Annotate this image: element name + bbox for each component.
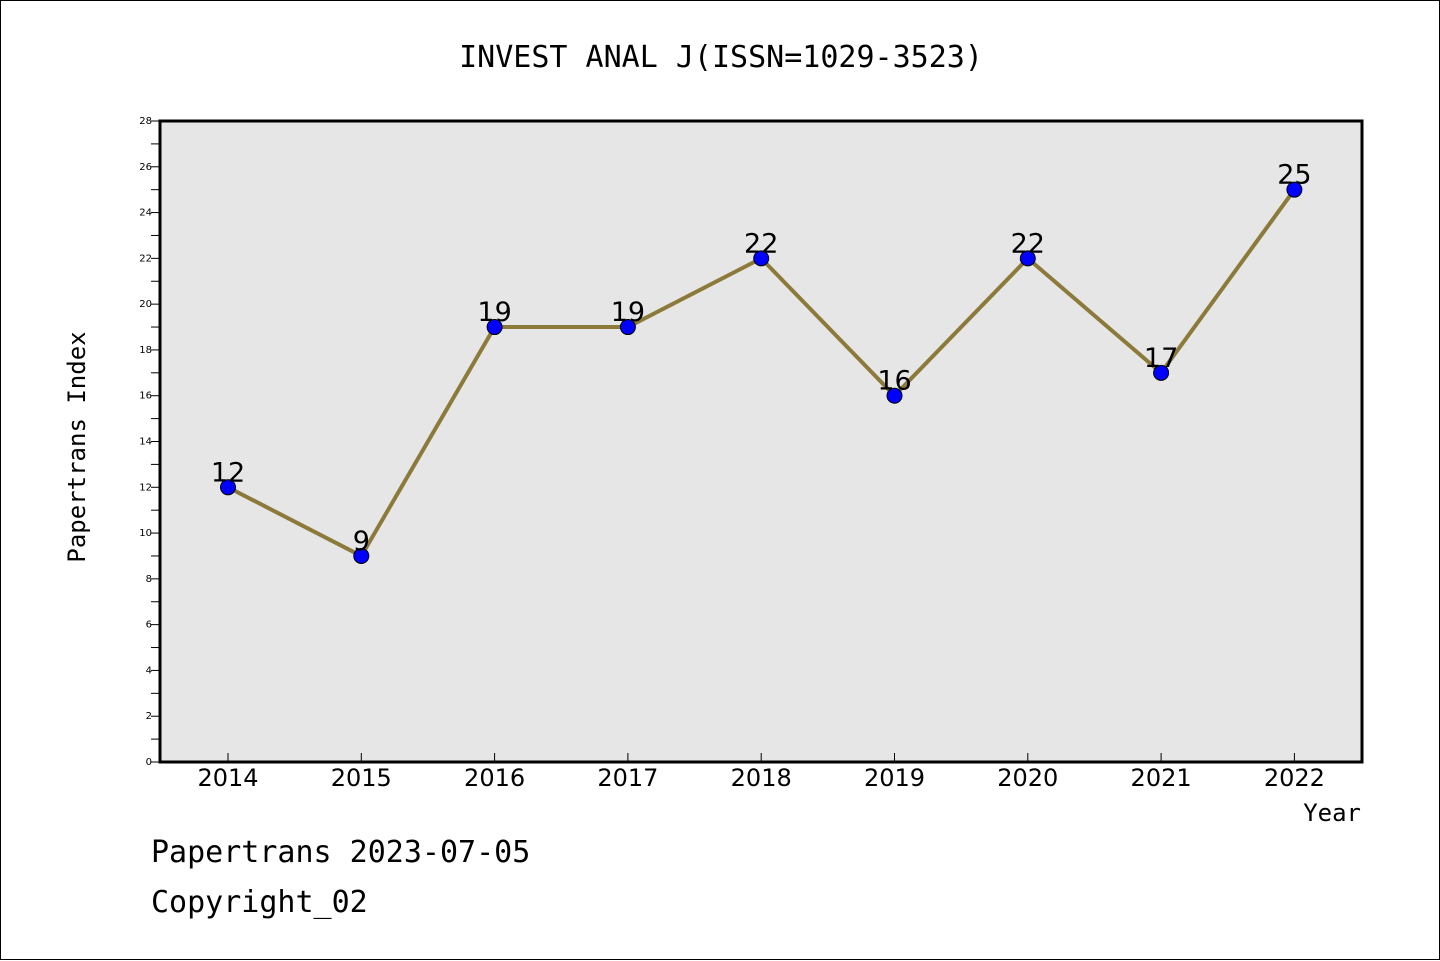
x-tick-label: 2015 <box>331 764 392 792</box>
data-label: 22 <box>744 228 778 259</box>
x-tick-label: 2020 <box>997 764 1058 792</box>
y-tick-label: 26 <box>139 162 152 173</box>
data-point <box>220 479 236 496</box>
x-axis: 2014 2015 2016 2017 2018 2019 2020 2021 2022 <box>197 753 1325 792</box>
data-point <box>886 387 903 404</box>
y-tick-label: 0 <box>146 757 152 768</box>
chart-title: INVEST ANAL J(ISSN=1029-3523) <box>459 40 983 75</box>
x-tick-label: 2021 <box>1131 764 1192 792</box>
x-tick-label: 2019 <box>864 764 925 792</box>
y-tick-label: 22 <box>139 253 152 264</box>
y-tick-label: 24 <box>139 208 152 219</box>
y-tick-label: 6 <box>146 620 152 631</box>
data-point <box>753 250 770 267</box>
x-tick-label: 2022 <box>1264 764 1325 792</box>
data-label: 25 <box>1277 160 1311 191</box>
data-label: 12 <box>211 457 245 488</box>
data-label: 17 <box>1144 343 1178 374</box>
x-axis-label: Year <box>1303 799 1361 827</box>
y-tick-label: 20 <box>139 299 152 310</box>
x-tick-label: 2017 <box>597 764 658 792</box>
data-point <box>1153 364 1170 381</box>
x-tick-label: 2018 <box>731 764 792 792</box>
y-tick-label: 2 <box>146 711 152 722</box>
y-tick-label: 16 <box>139 391 152 402</box>
data-label: 16 <box>877 366 911 397</box>
x-tick-label: 2014 <box>197 764 258 792</box>
data-point <box>1286 181 1303 198</box>
data-point <box>353 547 370 564</box>
footer-copyright: Copyright_02 <box>151 885 368 920</box>
y-tick-label: 18 <box>139 345 152 356</box>
x-tick-label: 2016 <box>464 764 525 792</box>
y-tick-label: 4 <box>146 665 152 676</box>
y-tick-label: 28 <box>139 116 152 127</box>
data-point <box>619 319 636 336</box>
y-axis-label: Papertrans Index <box>63 331 91 562</box>
data-point <box>1019 250 1036 267</box>
data-label: 9 <box>353 526 370 557</box>
data-point <box>486 319 503 336</box>
data-label: 19 <box>477 297 511 328</box>
y-tick-label: 8 <box>146 574 152 585</box>
y-tick-label: 12 <box>139 482 152 493</box>
data-label: 22 <box>1011 228 1045 259</box>
plot-area <box>158 119 1364 764</box>
footer-date: Papertrans 2023-07-05 <box>151 835 531 870</box>
series-layer: 12 9 19 19 22 16 22 17 25 <box>211 160 1312 564</box>
data-label: 19 <box>611 297 645 328</box>
y-tick-label: 14 <box>139 437 152 448</box>
y-tick-label: 10 <box>139 528 152 539</box>
